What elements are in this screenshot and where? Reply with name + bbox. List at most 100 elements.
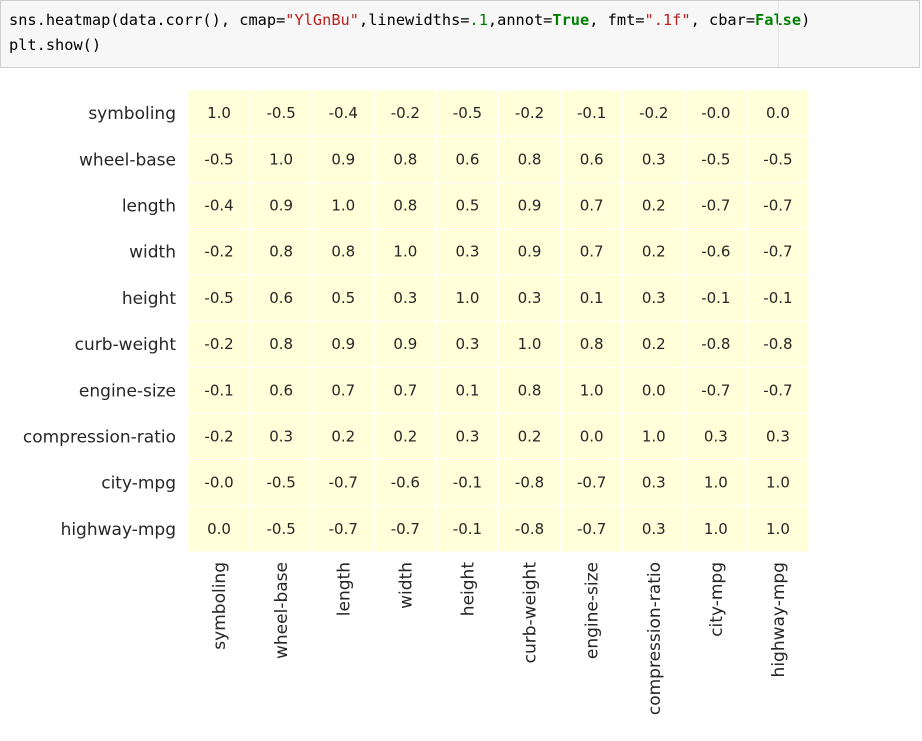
cell-annotation: 1.0	[704, 474, 728, 492]
cell-annotation: 0.9	[269, 197, 293, 215]
cell-annotation: 0.8	[269, 335, 293, 353]
cell-annotation: 0.3	[456, 335, 480, 353]
cell-annotation: 0.6	[269, 381, 293, 399]
heatmap-cell	[622, 320, 686, 368]
cell-annotation: -0.7	[329, 520, 358, 538]
row-tick-label: curb-weight	[75, 335, 177, 355]
column-tick-label: wheel-base	[272, 562, 292, 659]
cell-annotation: 0.3	[642, 474, 666, 492]
heatmap-cell	[187, 135, 251, 183]
heatmap-cell	[435, 89, 499, 137]
heatmap-cell	[746, 505, 810, 553]
cell-annotation: 1.0	[207, 104, 231, 122]
cell-annotation: 0.8	[393, 197, 417, 215]
code-cell[interactable]: sns.heatmap(data.corr(), cmap="YlGnBu",l…	[0, 0, 920, 68]
heatmap-cell	[560, 181, 624, 230]
cell-annotation: -0.2	[391, 104, 420, 122]
cell-annotation: -0.5	[267, 520, 296, 538]
heatmap-cell	[498, 320, 562, 368]
correlation-heatmap: 1.0 -0.5 -0.4 -0.2 -0.5 -0.2 -0.1 -0.2 -0.0 0.0 -0…	[23, 89, 810, 715]
cell-annotation: 0.1	[580, 289, 604, 307]
cell-annotation: 0.1	[456, 381, 480, 399]
heatmap-cell	[746, 459, 810, 507]
cell-annotation: 0.5	[331, 289, 355, 307]
heatmap-cell	[311, 274, 375, 322]
cell-annotation: -0.0	[701, 104, 730, 122]
cell-annotation: 0.2	[331, 428, 355, 446]
heatmap-cell	[435, 412, 499, 461]
cell-annotation: -0.8	[701, 335, 730, 353]
heatmap-cell	[560, 505, 624, 553]
column-tick-label: length	[334, 562, 354, 616]
heatmap-cell	[684, 228, 748, 276]
heatmap-cell	[622, 274, 686, 322]
cell-annotation: -0.7	[329, 474, 358, 492]
cell-annotation: 0.7	[331, 381, 355, 399]
heatmap-cell	[435, 366, 499, 414]
code-line-2: plt.show()	[9, 36, 102, 54]
code-token: ,annot=	[487, 11, 553, 29]
heatmap-cell	[187, 320, 251, 368]
output-area: 1.0 -0.5 -0.4 -0.2 -0.5 -0.2 -0.1 -0.2 -0.0 0.0 -0…	[0, 70, 922, 737]
cell-annotation: -0.1	[453, 520, 482, 538]
row-tick-label: length	[122, 197, 176, 217]
cell-annotation: -0.2	[204, 243, 233, 261]
column-tick-label: compression-ratio	[645, 562, 665, 715]
heatmap-cell	[622, 135, 686, 183]
cell-annotation: -0.8	[515, 474, 544, 492]
cell-annotation: 1.0	[331, 197, 355, 215]
cell-annotation: 0.3	[269, 428, 293, 446]
cell-annotation: 0.2	[518, 428, 542, 446]
cell-annotation: 0.0	[207, 520, 231, 538]
heatmap-cell	[560, 228, 624, 276]
cell-annotation: 0.2	[393, 428, 417, 446]
heatmap-cell	[249, 181, 313, 230]
cell-annotation: 0.3	[642, 289, 666, 307]
cell-divider	[778, 1, 779, 67]
cell-annotation: -0.5	[267, 104, 296, 122]
cell-annotation: 0.3	[766, 428, 790, 446]
cell-annotation: -0.5	[763, 150, 792, 168]
cell-annotation: 0.6	[269, 289, 293, 307]
heatmap-cell	[373, 320, 437, 368]
cell-annotation: 1.0	[766, 474, 790, 492]
cell-annotation: -0.4	[204, 197, 233, 215]
row-tick-label: height	[122, 289, 177, 309]
code-token: ,linewidths=	[358, 11, 470, 29]
heatmap-cell	[187, 228, 251, 276]
cell-annotation: -0.7	[391, 520, 420, 538]
cell-annotation: 0.3	[456, 243, 480, 261]
heatmap-cell	[373, 181, 437, 230]
code-token: "YlGnBu"	[285, 11, 359, 29]
cell-annotation: -0.1	[204, 381, 233, 399]
cell-annotation: -0.7	[701, 381, 730, 399]
cell-annotation: 0.3	[704, 428, 728, 446]
cell-annotation: 1.0	[704, 520, 728, 538]
cell-annotation: -0.8	[515, 520, 544, 538]
column-tick-label: highway-mpg	[769, 562, 789, 677]
row-tick-label: width	[129, 243, 176, 263]
cell-annotation: 0.3	[456, 428, 480, 446]
heatmap-cell	[684, 459, 748, 507]
cell-annotation: -0.1	[701, 289, 730, 307]
heatmap-cell	[435, 320, 499, 368]
row-tick-label: highway-mpg	[61, 520, 176, 540]
heatmap-cell	[746, 320, 810, 368]
cell-annotation: 0.0	[580, 428, 604, 446]
heatmap-cell	[435, 459, 499, 507]
heatmap-cell	[373, 505, 437, 553]
heatmap-cell	[435, 181, 499, 230]
cell-annotation: 1.0	[456, 289, 480, 307]
cell-annotation: -0.2	[204, 335, 233, 353]
cell-annotation: -0.7	[701, 197, 730, 215]
heatmap-cell	[373, 228, 437, 276]
cell-annotation: -0.6	[391, 474, 420, 492]
heatmap-cell	[311, 228, 375, 276]
row-tick-label: symboling	[88, 104, 176, 124]
column-tick-label: city-mpg	[707, 562, 727, 637]
cell-annotation: 0.3	[393, 289, 417, 307]
cell-annotation: 0.3	[642, 520, 666, 538]
cell-annotation: -0.5	[453, 104, 482, 122]
heatmap-cell	[311, 412, 375, 461]
cell-annotation: -0.1	[453, 474, 482, 492]
